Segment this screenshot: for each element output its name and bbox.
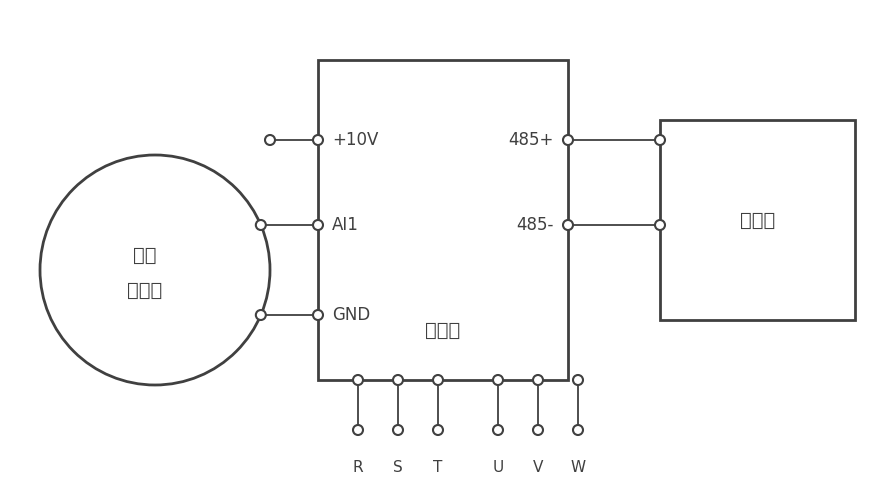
Text: T: T [434,460,443,475]
Text: 压力表: 压力表 [127,280,163,300]
Circle shape [393,425,403,435]
Circle shape [493,375,503,385]
Circle shape [313,310,323,320]
Text: U: U [493,460,503,475]
Circle shape [313,220,323,230]
Circle shape [655,220,665,230]
Circle shape [573,425,583,435]
Circle shape [353,425,363,435]
Text: 远传: 远传 [133,246,156,264]
Circle shape [433,375,443,385]
Text: +10V: +10V [332,131,378,149]
Bar [660,120,855,320]
Text: GND: GND [332,306,370,324]
Text: V: V [533,460,544,475]
Bar [318,60,568,380]
Circle shape [655,135,665,145]
Circle shape [433,425,443,435]
Circle shape [353,375,363,385]
Circle shape [265,135,275,145]
Text: AI1: AI1 [332,216,358,234]
Circle shape [573,375,583,385]
Text: 触摸屏: 触摸屏 [740,211,775,230]
Text: S: S [393,460,403,475]
Circle shape [313,135,323,145]
Circle shape [563,220,573,230]
Circle shape [533,425,543,435]
Circle shape [256,220,266,230]
Circle shape [493,425,503,435]
Text: 485+: 485+ [509,131,554,149]
Text: 485-: 485- [517,216,554,234]
Text: W: W [570,460,586,475]
Circle shape [533,375,543,385]
Circle shape [563,135,573,145]
Circle shape [256,310,266,320]
Text: 变频器: 变频器 [426,321,460,339]
Circle shape [393,375,403,385]
Text: R: R [353,460,363,475]
